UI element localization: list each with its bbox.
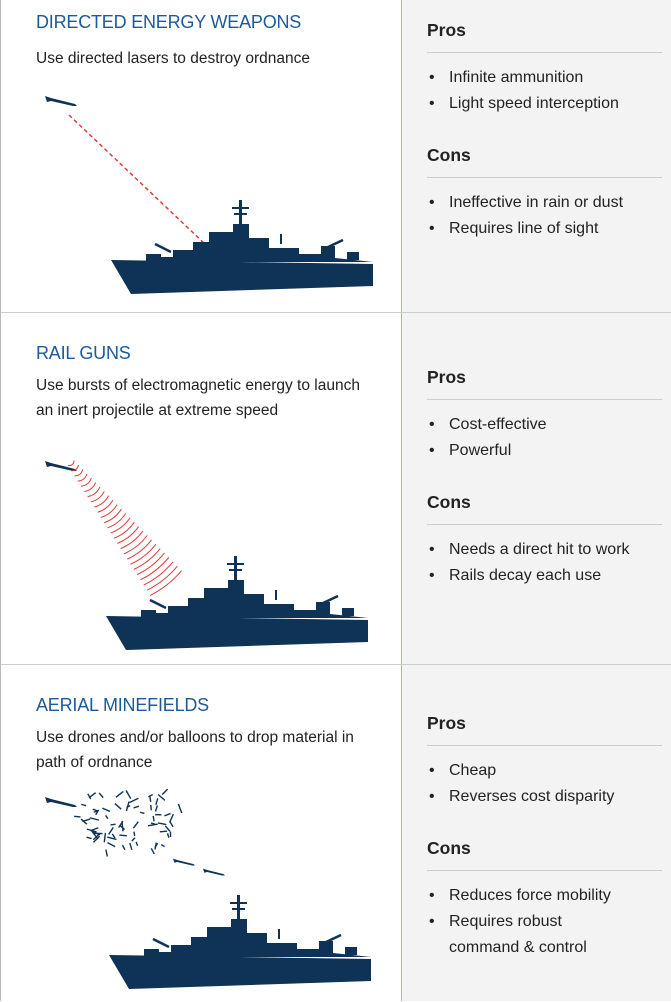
decoration (130, 798, 139, 802)
decoration (144, 562, 173, 585)
cons-list: Ineffective in rain or dust Requires lin… (427, 190, 671, 242)
cons-heading: Cons (427, 143, 662, 178)
pro-item: Light speed interception (427, 91, 671, 117)
decoration (158, 794, 165, 800)
decoration (84, 483, 95, 492)
decoration (158, 823, 166, 825)
pros-heading: Pros (427, 18, 662, 53)
con-item: Requires line of sight (427, 216, 671, 242)
decoration (104, 833, 105, 842)
section: AERIAL MINEFIELDS Use drones and/or ball… (0, 664, 671, 1001)
con-item: Needs a direct hit to work (427, 537, 671, 563)
pros-cons-panel: Pros Cheap Reverses cost disparity Cons … (401, 665, 671, 1001)
decoration (102, 808, 110, 811)
decoration (131, 544, 156, 564)
decoration (168, 833, 169, 837)
decoration (106, 815, 108, 818)
decoration (130, 843, 132, 850)
decoration (98, 500, 113, 512)
decoration (90, 818, 99, 820)
decoration (153, 816, 154, 821)
cons-heading: Cons (427, 836, 662, 871)
decoration (132, 838, 135, 841)
con-item: Ineffective in rain or dust (427, 190, 671, 216)
decoration (91, 491, 104, 502)
illustration (1, 0, 401, 312)
pros-list: Infinite ammunition Light speed intercep… (427, 65, 671, 117)
pro-item: Powerful (427, 438, 671, 464)
decoration (116, 791, 123, 797)
decoration (99, 793, 103, 798)
decoration (136, 842, 137, 846)
section: DIRECTED ENERGY WEAPONS Use directed las… (0, 0, 671, 312)
decoration (151, 848, 154, 854)
cons-list: Reduces force mobility Requires robust c… (427, 883, 671, 961)
decoration (106, 850, 107, 857)
illustration (1, 665, 401, 1002)
pros-cons-panel: Pros Infinite ammunition Light speed int… (401, 0, 671, 312)
decoration (115, 804, 121, 810)
con-item: Requires robust command & control (427, 909, 627, 961)
decoration (160, 831, 167, 832)
decoration (170, 814, 174, 822)
decoration (104, 509, 121, 523)
illustration (1, 313, 401, 665)
decoration (109, 827, 114, 834)
cons-list: Needs a direct hit to work Rails decay e… (427, 537, 671, 589)
decoration (134, 806, 139, 808)
decoration (150, 571, 181, 596)
decoration (140, 557, 168, 579)
decoration (122, 845, 125, 850)
decoration (107, 843, 115, 847)
decoration (101, 505, 117, 518)
decoration (137, 553, 164, 575)
decoration (119, 835, 127, 836)
con-item: Reduces force mobility (427, 883, 627, 909)
con-item: Rails decay each use (427, 563, 671, 589)
decoration (88, 487, 100, 497)
decoration (74, 816, 80, 817)
decoration (134, 549, 160, 570)
decoration (134, 832, 135, 836)
pro-item: Cost-effective (427, 412, 671, 438)
decoration (111, 824, 116, 825)
pros-list: Cheap Reverses cost disparity (427, 758, 671, 810)
section: RAIL GUNS Use bursts of electromagnetic … (0, 312, 671, 664)
decoration (81, 804, 86, 805)
pros-heading: Pros (427, 711, 662, 746)
decoration (112, 834, 115, 838)
pro-item: Infinite ammunition (427, 65, 671, 91)
pros-heading: Pros (427, 365, 662, 400)
decoration (133, 822, 138, 829)
decoration (151, 823, 155, 824)
decoration (165, 826, 169, 831)
pro-item: Reverses cost disparity (427, 784, 671, 810)
decoration (147, 566, 177, 590)
decoration (94, 496, 108, 507)
decoration (178, 804, 181, 813)
decoration (68, 461, 74, 466)
pro-item: Cheap (427, 758, 671, 784)
pros-cons-panel: Pros Cost-effective Powerful Cons Needs … (401, 313, 671, 664)
cons-heading: Cons (427, 490, 662, 525)
decoration (126, 790, 131, 798)
pros-list: Cost-effective Powerful (427, 412, 671, 464)
decoration (156, 798, 158, 805)
decoration (164, 814, 170, 816)
decoration (87, 837, 92, 838)
decoration (162, 789, 167, 795)
decoration (91, 828, 99, 831)
decoration (161, 845, 164, 847)
decoration (122, 821, 123, 831)
decoration (140, 812, 144, 813)
decoration (155, 805, 157, 811)
